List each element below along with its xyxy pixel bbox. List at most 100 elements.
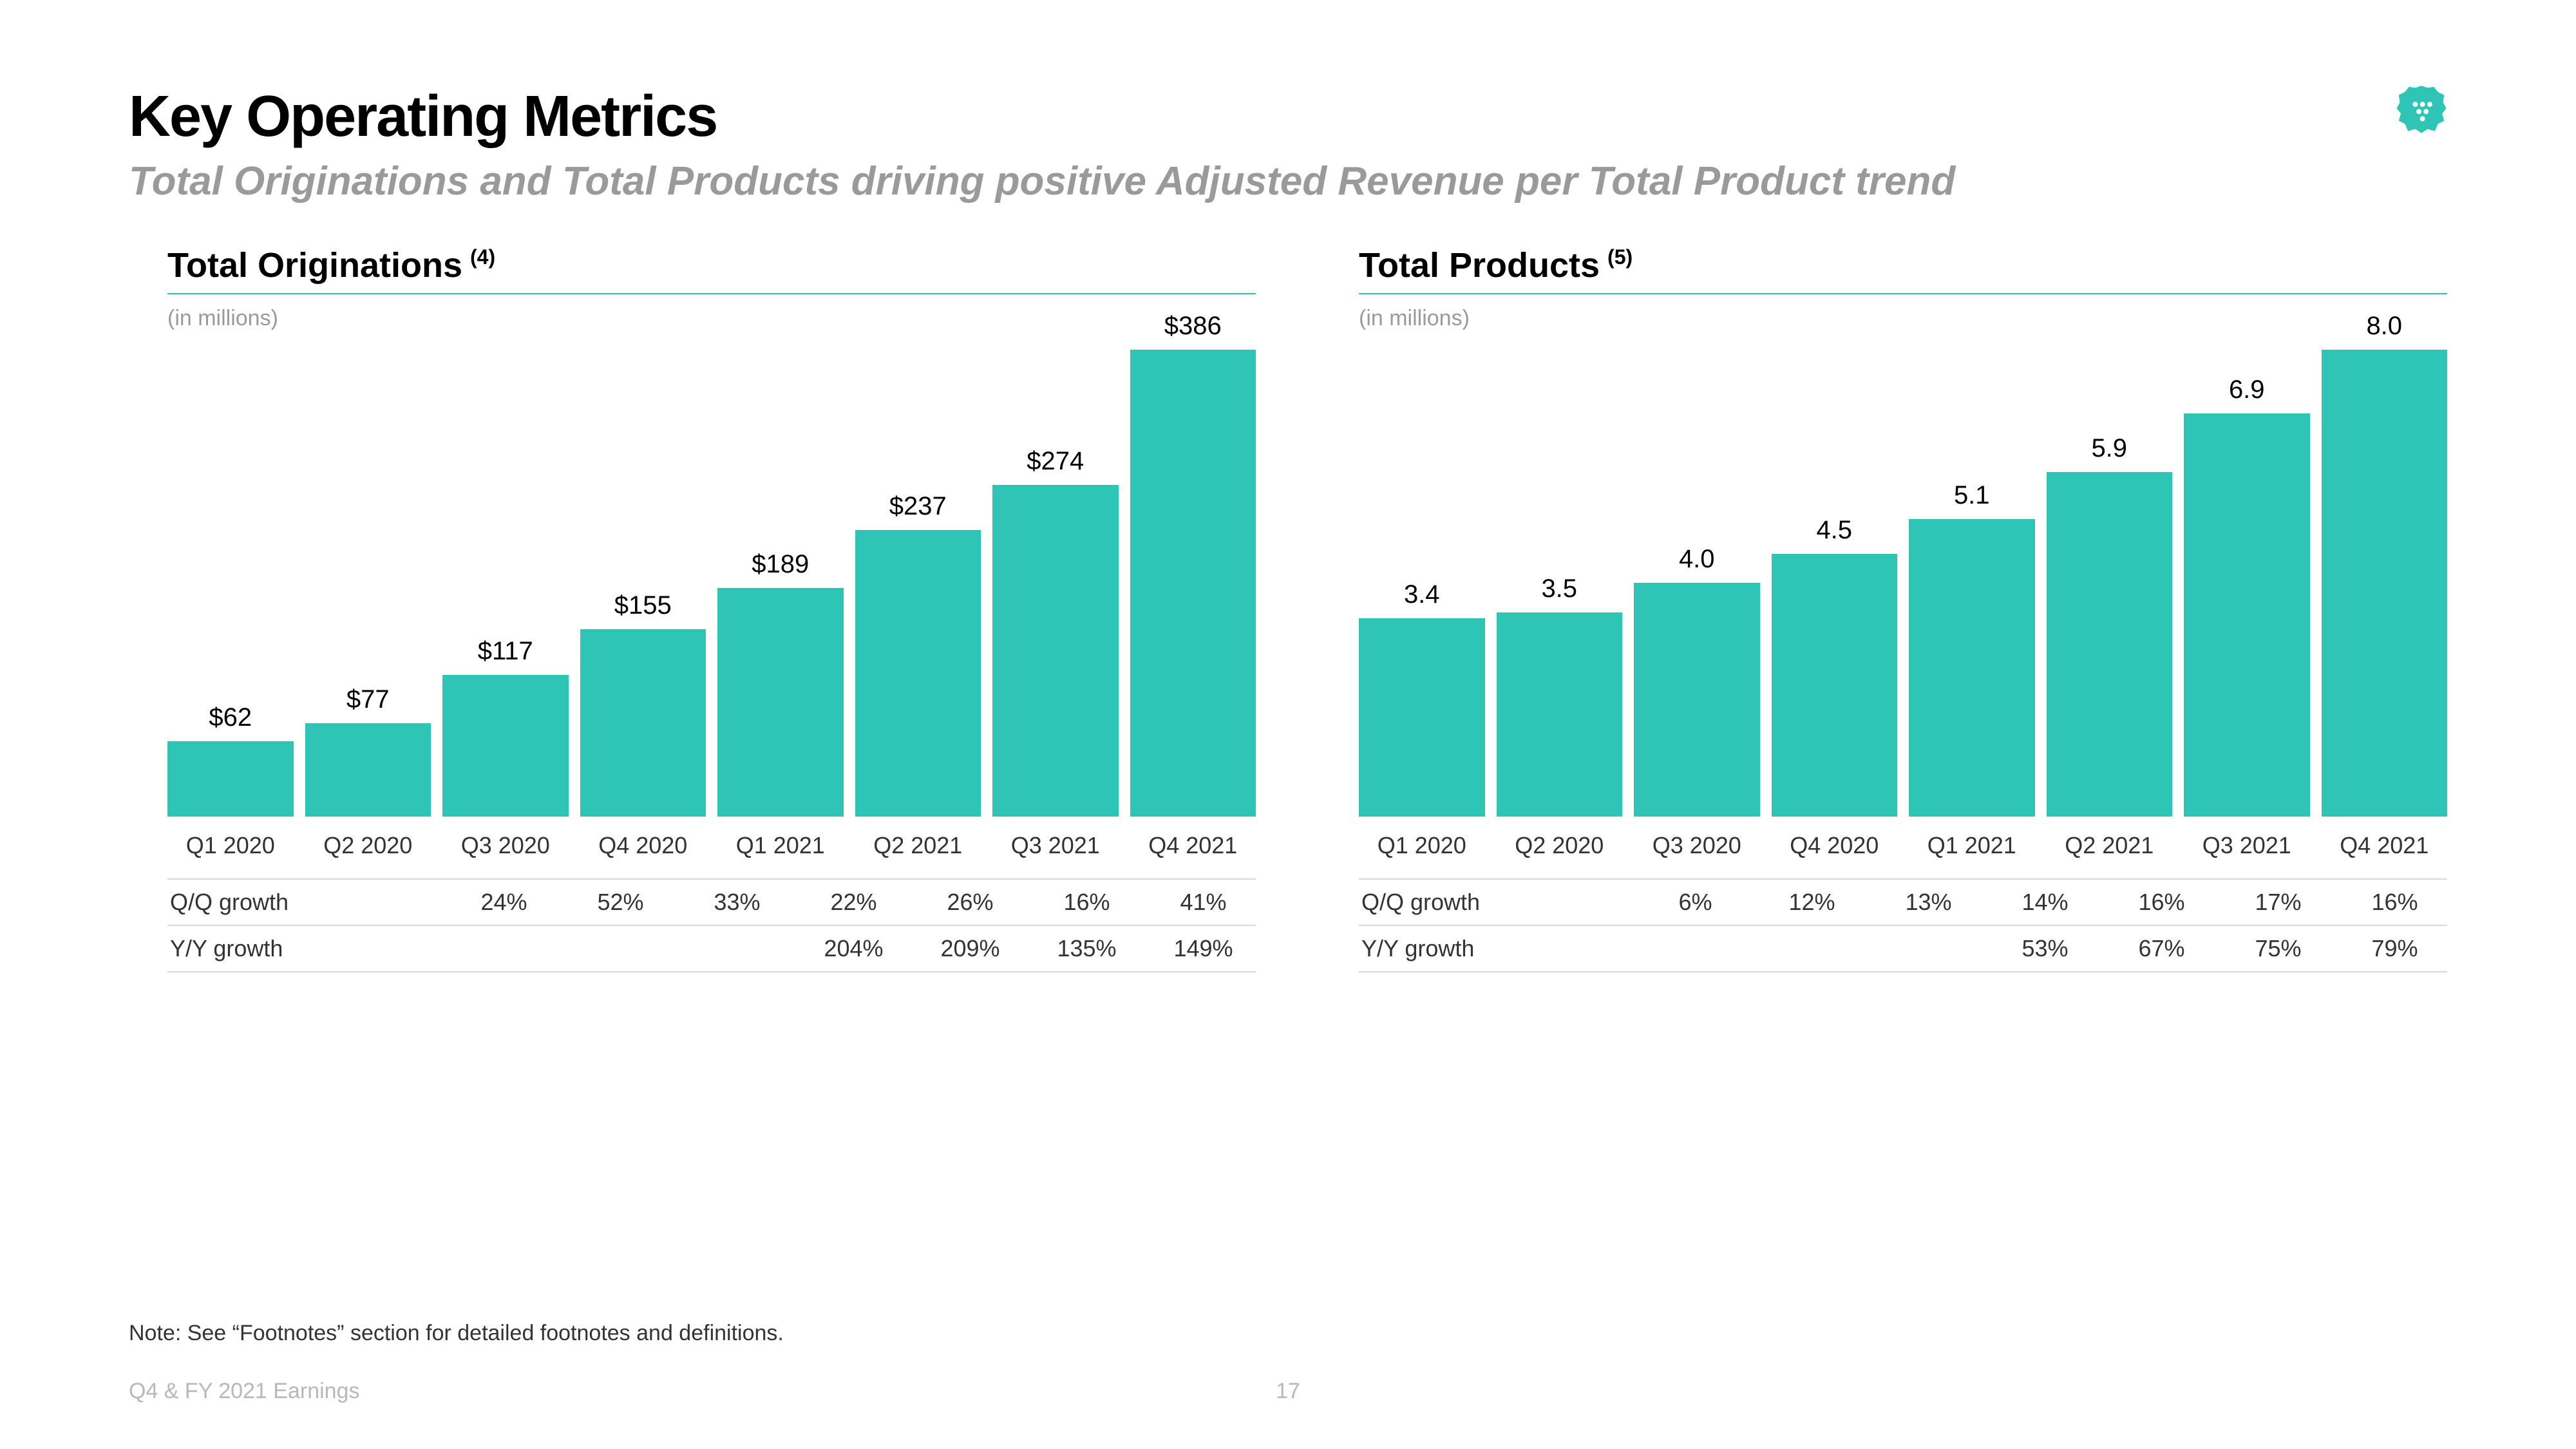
chart-units: (in millions) bbox=[167, 306, 1256, 331]
bar-category-label: Q1 2021 bbox=[1927, 832, 2016, 859]
bar-column: 4.0 Q3 2020 bbox=[1634, 545, 1760, 859]
bar bbox=[167, 741, 294, 817]
bar-value-label: 6.9 bbox=[2229, 375, 2265, 404]
growth-cell: 79% bbox=[2342, 935, 2447, 962]
growth-row-yy: Y/Y growth 204%209%135%149% bbox=[167, 925, 1256, 972]
brand-logo-icon bbox=[2396, 84, 2447, 135]
bar-value-label: 8.0 bbox=[2366, 312, 2402, 341]
growth-cell: 204% bbox=[801, 935, 906, 962]
chart-title-sup: (4) bbox=[470, 245, 495, 269]
growth-cell bbox=[335, 935, 440, 962]
page-title: Key Operating Metrics bbox=[129, 84, 2447, 150]
bar-value-label: 3.4 bbox=[1404, 580, 1440, 609]
growth-cell: 6% bbox=[1643, 889, 1748, 916]
chart-title: Total Products bbox=[1359, 245, 1600, 285]
bar-column: 5.1 Q1 2021 bbox=[1909, 481, 2035, 859]
growth-cell: 13% bbox=[1876, 889, 1981, 916]
growth-cell: 75% bbox=[2226, 935, 2331, 962]
page-subtitle: Total Originations and Total Products dr… bbox=[129, 156, 2190, 207]
bar-value-label: $117 bbox=[478, 637, 533, 666]
bar bbox=[2047, 472, 2173, 817]
bar-column: $386 Q4 2021 bbox=[1130, 312, 1256, 859]
bar-category-label: Q1 2020 bbox=[186, 832, 275, 859]
bar-category-label: Q2 2021 bbox=[2065, 832, 2154, 859]
bars-row: $62 Q1 2020 $77 Q2 2020 $117 Q3 2020 $155 Q4 20… bbox=[167, 357, 1256, 859]
bar-column: $62 Q1 2020 bbox=[167, 703, 294, 859]
bar bbox=[992, 485, 1119, 817]
growth-cell bbox=[1526, 889, 1631, 916]
bar-value-label: 5.9 bbox=[2091, 434, 2127, 463]
bar bbox=[1772, 554, 1898, 817]
bar bbox=[1909, 519, 2035, 817]
bar-category-label: Q2 2020 bbox=[1515, 832, 1604, 859]
growth-table: Q/Q growth 24%52%33%22%26%16%41% Y/Y gro… bbox=[167, 878, 1256, 972]
growth-label: Q/Q growth bbox=[167, 889, 335, 916]
bar-category-label: Q1 2020 bbox=[1378, 832, 1466, 859]
growth-cell: 24% bbox=[451, 889, 556, 916]
footer-left: Q4 & FY 2021 Earnings bbox=[129, 1379, 359, 1404]
bar-column: 8.0Q4 2021 bbox=[2322, 312, 2448, 859]
bar bbox=[580, 629, 706, 817]
bar-value-label: $189 bbox=[752, 550, 809, 579]
bar-category-label: Q3 2021 bbox=[1011, 832, 1100, 859]
growth-cell: 12% bbox=[1759, 889, 1864, 916]
growth-cell bbox=[1759, 935, 1864, 962]
bar-value-label: 4.5 bbox=[1816, 516, 1852, 545]
bar-category-label: Q3 2020 bbox=[1653, 832, 1741, 859]
bar bbox=[442, 675, 569, 817]
bar-column: $77 Q2 2020 bbox=[305, 685, 431, 859]
bar-category-label: Q4 2021 bbox=[1148, 832, 1237, 859]
bar-value-label: $237 bbox=[889, 492, 947, 521]
bar-category-label: Q3 2020 bbox=[461, 832, 550, 859]
bar-category-label: Q2 2020 bbox=[323, 832, 412, 859]
bar-value-label: $77 bbox=[346, 685, 390, 714]
bar bbox=[305, 723, 431, 817]
growth-cell: 53% bbox=[1993, 935, 2098, 962]
chart-total-products: Total Products (5) (in millions) 3.4Q1 2… bbox=[1359, 245, 2447, 972]
bar-column: $189 Q1 2021 bbox=[717, 550, 844, 859]
bars-row: 3.4Q1 20203.5Q2 20204.0Q3 20204.5Q4 2020… bbox=[1359, 357, 2447, 859]
growth-cell: 16% bbox=[1034, 889, 1139, 916]
bar-value-label: $274 bbox=[1027, 447, 1084, 476]
footer-page-number: 17 bbox=[1276, 1379, 1300, 1404]
growth-cell: 26% bbox=[918, 889, 1023, 916]
growth-row-qq: Q/Q growth 6%12%13%14%16%17%16% bbox=[1359, 878, 2447, 925]
footnote: Note: See “Footnotes” section for detail… bbox=[129, 1321, 784, 1346]
growth-cell: 149% bbox=[1151, 935, 1256, 962]
bar-value-label: $386 bbox=[1164, 312, 1222, 341]
bar-category-label: Q1 2021 bbox=[736, 832, 825, 859]
growth-cell: 67% bbox=[2109, 935, 2214, 962]
growth-cell bbox=[451, 935, 556, 962]
bar bbox=[1497, 612, 1623, 817]
bar-column: 6.9Q3 2021 bbox=[2184, 375, 2310, 859]
bar bbox=[2184, 413, 2310, 817]
growth-label: Y/Y growth bbox=[1359, 935, 1526, 962]
growth-label: Q/Q growth bbox=[1359, 889, 1526, 916]
bar-column: 3.4 Q1 2020 bbox=[1359, 580, 1485, 859]
growth-row-qq: Q/Q growth 24%52%33%22%26%16%41% bbox=[167, 878, 1256, 925]
chart-title-sup: (5) bbox=[1607, 245, 1633, 269]
bar bbox=[1634, 583, 1760, 817]
bar bbox=[1359, 618, 1485, 817]
growth-row-yy: Y/Y growth 53% 67% 75% 79% bbox=[1359, 925, 2447, 972]
growth-cell bbox=[1526, 935, 1631, 962]
growth-cell: 17% bbox=[2226, 889, 2331, 916]
chart-total-originations: Total Originations (4) (in millions) $62… bbox=[167, 245, 1256, 972]
bar-value-label: $155 bbox=[614, 591, 672, 620]
bar-column: $155 Q4 2020 bbox=[580, 591, 706, 859]
bar-value-label: 4.0 bbox=[1679, 545, 1715, 574]
bar-column: $237Q2 2021 bbox=[855, 492, 981, 859]
bar-value-label: $62 bbox=[209, 703, 252, 732]
growth-cell: 135% bbox=[1034, 935, 1139, 962]
bar-column: 3.5 Q2 2020 bbox=[1497, 574, 1623, 859]
growth-table: Q/Q growth 6%12%13%14%16%17%16% Y/Y grow… bbox=[1359, 878, 2447, 972]
bar-category-label: Q4 2020 bbox=[598, 832, 687, 859]
growth-cell bbox=[568, 935, 673, 962]
bars-area: $62 Q1 2020 $77 Q2 2020 $117 Q3 2020 $155 Q4 20… bbox=[167, 357, 1256, 859]
bar-value-label: 5.1 bbox=[1954, 481, 1990, 510]
bar bbox=[1130, 350, 1256, 817]
bar-value-label: 3.5 bbox=[1541, 574, 1577, 603]
growth-label: Y/Y growth bbox=[167, 935, 335, 962]
bar bbox=[855, 530, 981, 817]
growth-cell: 41% bbox=[1151, 889, 1256, 916]
